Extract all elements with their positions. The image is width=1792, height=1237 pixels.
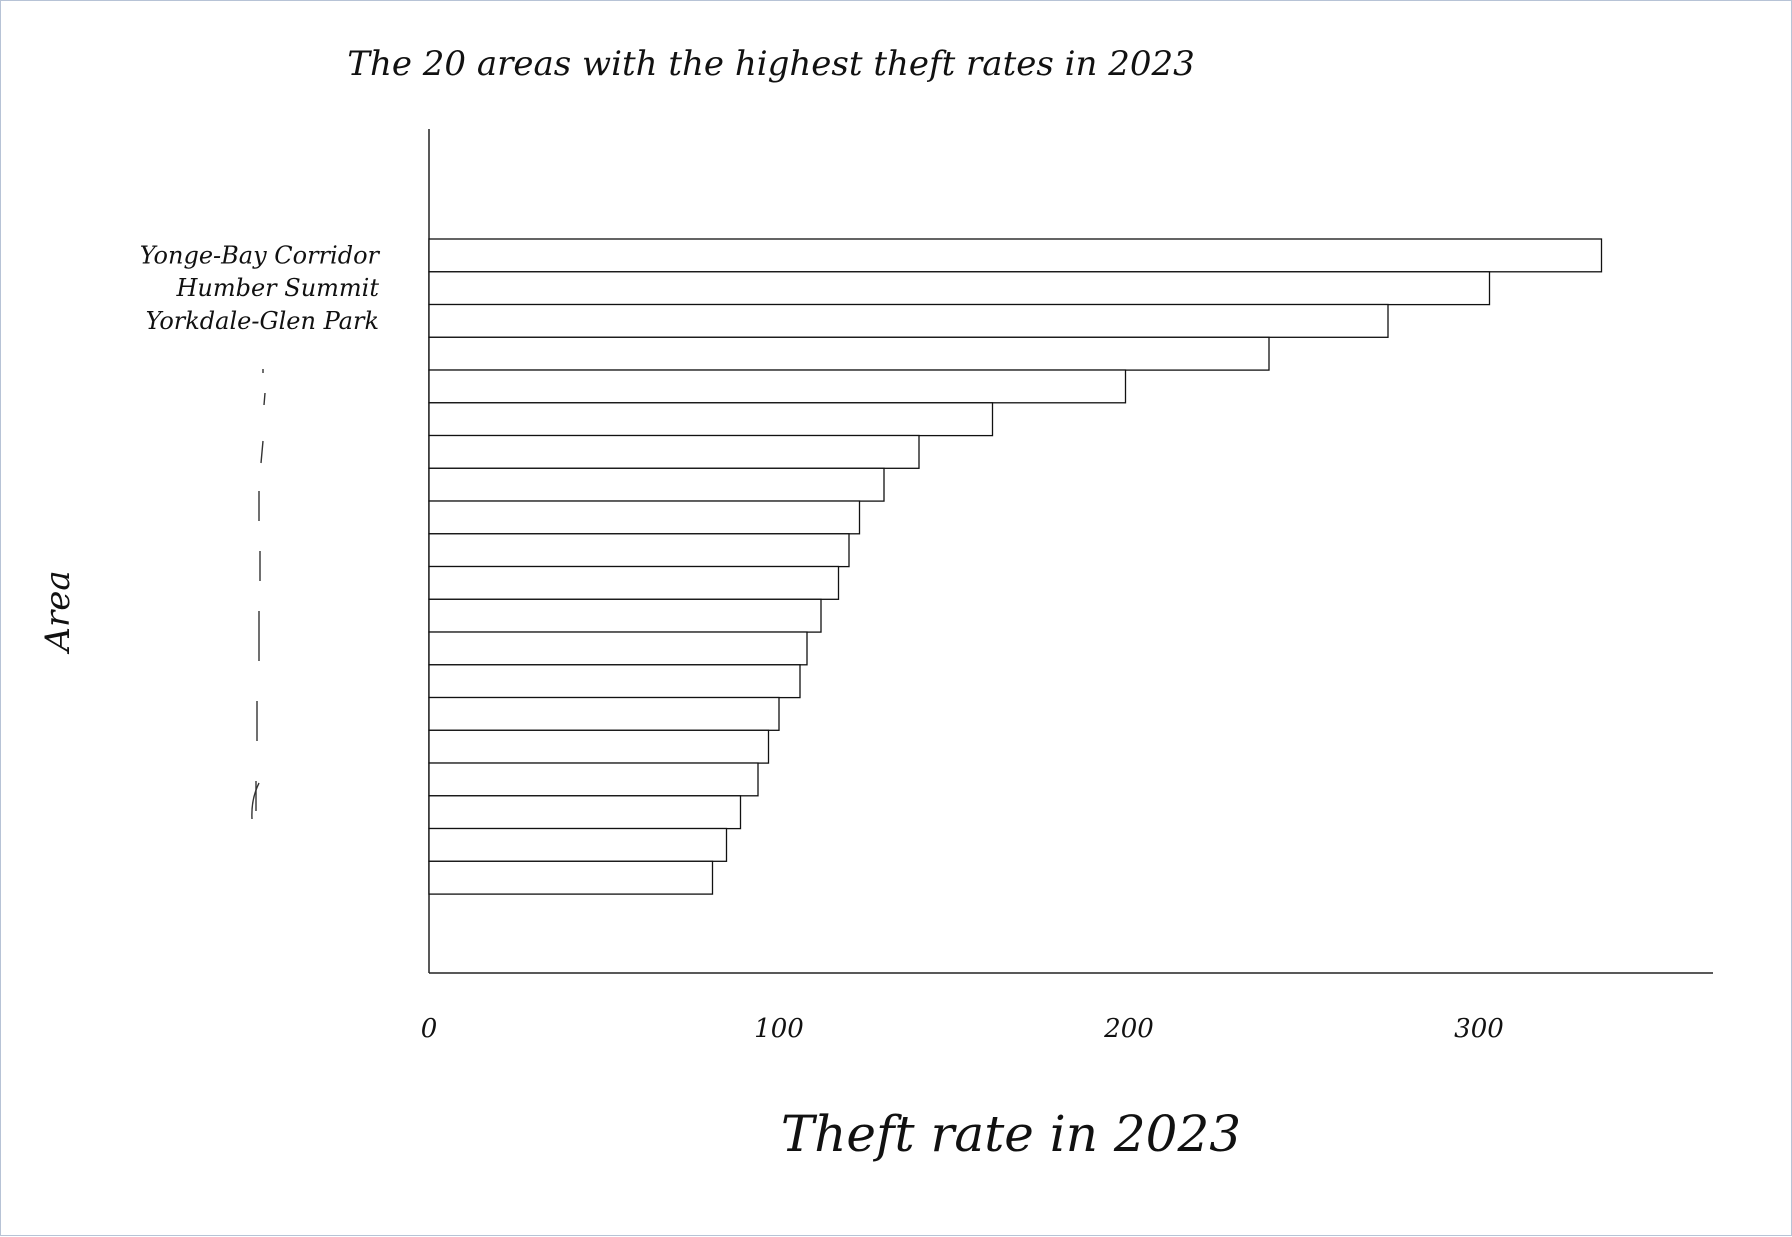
- category-labels-group: Yonge-Bay Corridor Humber Summit Yorkdale-…: [140, 241, 381, 335]
- bar: [428, 271, 1491, 306]
- bar: [428, 762, 759, 797]
- category-label: Yonge-Bay Corridor: [140, 241, 381, 269]
- category-label: Yorkdale-Glen Park: [146, 307, 379, 335]
- bar: [428, 598, 822, 633]
- bar: [428, 631, 808, 666]
- bar: [428, 500, 861, 535]
- bar: [428, 565, 840, 600]
- bar: [428, 533, 850, 568]
- bar: [428, 795, 742, 830]
- bar: [428, 336, 1270, 371]
- bar: [428, 238, 1603, 273]
- x-tick-label: 200: [1103, 1014, 1154, 1044]
- x-tick-labels-group: 0 100 200 300: [421, 1014, 1504, 1044]
- x-tick-label: 300: [1454, 1014, 1504, 1044]
- bar: [428, 303, 1389, 338]
- category-label: Humber Summit: [175, 274, 379, 302]
- chart-title: The 20 areas with the highest theft rate…: [347, 44, 1194, 84]
- bar: [428, 729, 770, 764]
- bar: [428, 467, 885, 502]
- x-axis-label: Theft rate in 2023: [781, 1105, 1241, 1163]
- ellipsis-marks: [255, 369, 266, 811]
- bars-group: [428, 238, 1603, 895]
- ellipsis-curve: [251, 782, 260, 820]
- bar: [428, 827, 728, 862]
- x-tick-label: 100: [754, 1014, 804, 1044]
- x-tick-label: 0: [421, 1014, 438, 1044]
- bar: [428, 664, 801, 699]
- y-axis-label: Area: [38, 570, 78, 654]
- bar: [428, 860, 714, 895]
- bar: [428, 434, 920, 469]
- bar: [428, 402, 994, 437]
- bar: [428, 369, 1127, 404]
- bar: [428, 696, 780, 731]
